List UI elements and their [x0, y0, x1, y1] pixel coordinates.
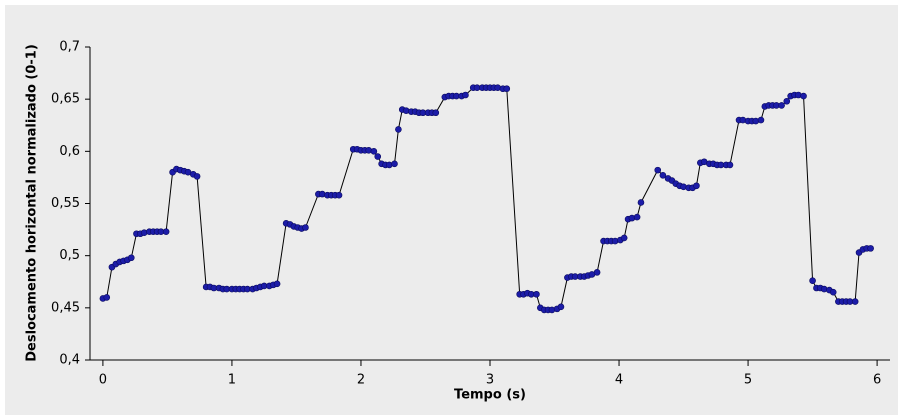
data-point: [637, 199, 645, 206]
y-tick-label: 0,5: [59, 248, 80, 263]
data-point: [103, 294, 111, 301]
x-tick-label: 0: [99, 373, 107, 388]
data-point: [659, 172, 667, 179]
y-tick-label: 0,6: [59, 144, 80, 159]
data-point: [391, 160, 398, 168]
y-tick-label: 0,65: [51, 92, 80, 107]
data-point: [127, 254, 135, 262]
data-point: [162, 228, 170, 235]
data-point: [370, 148, 378, 155]
data-point: [783, 97, 791, 105]
data-point: [809, 277, 816, 285]
x-tick-label: 3: [486, 373, 494, 388]
data-point: [633, 213, 641, 221]
data-point: [654, 166, 662, 174]
data-point: [374, 153, 382, 160]
x-tick-label: 2: [357, 373, 365, 388]
data-point: [273, 280, 281, 288]
y-tick-label: 0,4: [59, 353, 80, 368]
y-tick-label: 0,45: [51, 300, 80, 315]
x-tick-label: 5: [744, 373, 752, 388]
x-tick-label: 6: [873, 373, 881, 388]
data-point: [193, 173, 201, 180]
data-point: [335, 191, 343, 199]
data-point: [829, 288, 837, 296]
data-point: [533, 290, 540, 298]
x-tick-label: 4: [615, 373, 623, 388]
y-tick-label: 0,55: [51, 196, 80, 211]
data-point: [851, 298, 859, 305]
y-axis-label: Deslocamento horizontal normalizado (0-1…: [25, 44, 40, 362]
data-point: [620, 234, 628, 242]
data-point: [557, 303, 565, 311]
data-point: [302, 224, 309, 231]
data-point: [432, 109, 440, 117]
data-point: [693, 182, 700, 190]
data-point: [800, 92, 807, 100]
data-point: [778, 102, 785, 109]
data-point: [593, 269, 601, 276]
x-tick-label: 1: [228, 373, 236, 388]
data-point: [757, 116, 765, 124]
data-point: [462, 91, 469, 99]
data-point: [395, 126, 402, 133]
chart-bg: [5, 5, 898, 415]
x-axis-label: Tempo (s): [454, 388, 526, 403]
data-point: [867, 245, 874, 252]
data-point: [503, 85, 511, 93]
y-tick-label: 0,7: [59, 40, 80, 55]
data-point: [726, 161, 734, 169]
